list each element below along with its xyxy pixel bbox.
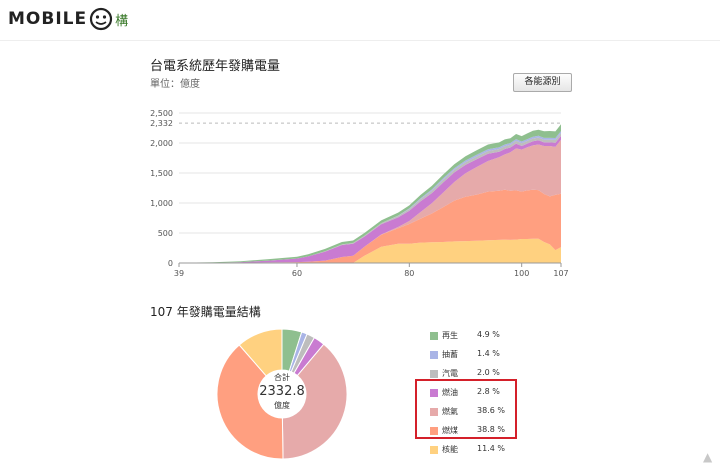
legend-value: 4.9 % xyxy=(477,330,500,339)
site-header: MOBILE 構 xyxy=(0,0,720,41)
chart-unit: 單位：億度 xyxy=(150,79,200,90)
y-tick-label: 2,000 xyxy=(150,139,173,148)
pie-center-unit: 億度 xyxy=(274,401,290,410)
logo-text: MOBILE xyxy=(8,9,88,29)
legend-swatch xyxy=(430,408,438,416)
area-series-燃氣[interactable] xyxy=(179,139,561,263)
area-series-燃煤[interactable] xyxy=(179,189,561,263)
pie-slice-再生[interactable] xyxy=(281,328,303,372)
pie-section-title: 107 年發購電量結構 xyxy=(150,305,261,319)
legend-item[interactable]: 燃煤 38.8 % xyxy=(430,423,530,442)
pie-slice-汽電[interactable] xyxy=(290,333,316,374)
y-tick-label: 2,332 xyxy=(150,119,173,128)
area-series-再生[interactable] xyxy=(179,124,561,263)
legend-label: 核能 xyxy=(442,445,458,454)
legend-label: 燃油 xyxy=(442,388,458,397)
legend-swatch xyxy=(430,446,438,454)
y-tick-label: 1,500 xyxy=(150,169,173,178)
area-series-核能[interactable] xyxy=(179,238,561,263)
legend-swatch xyxy=(430,332,438,340)
legend-label: 抽蓄 xyxy=(442,350,458,359)
pie-slice-核能[interactable] xyxy=(238,328,283,377)
legend-item[interactable]: 核能 11.4 % xyxy=(430,442,530,461)
legend-label: 燃氣 xyxy=(442,407,458,416)
pie-center-total: 2332.8 xyxy=(259,384,305,399)
pie-center-label: 合計 2332.8 億度 xyxy=(257,372,307,411)
legend-item[interactable]: 再生 4.9 % xyxy=(430,328,530,347)
pie-legend: 再生 4.9 % 抽蓄 1.4 % 汽電 2.0 % 燃油 2.8 % 燃氣 38.6 % 燃煤 38… xyxy=(430,328,530,461)
legend-value: 38.6 % xyxy=(477,406,505,415)
legend-value: 1.4 % xyxy=(477,349,500,358)
pie-center-caption: 合計 xyxy=(274,373,290,382)
pie-slice-抽蓄[interactable] xyxy=(288,331,308,373)
legend-label: 再生 xyxy=(442,331,458,340)
x-tick-label: 80 xyxy=(404,269,414,278)
y-tick-label: 0 xyxy=(168,259,173,268)
legend-value: 38.8 % xyxy=(477,425,505,434)
y-tick-label: 500 xyxy=(158,229,173,238)
x-tick-label: 39 xyxy=(174,269,184,278)
legend-item[interactable]: 汽電 2.0 % xyxy=(430,366,530,385)
legend-label: 燃煤 xyxy=(442,426,458,435)
legend-label: 汽電 xyxy=(442,369,458,378)
highlight-box xyxy=(415,379,517,439)
energy-source-button[interactable]: 各能源別 xyxy=(513,73,572,92)
legend-value: 2.0 % xyxy=(477,368,500,377)
legend-value: 11.4 % xyxy=(477,444,505,453)
x-tick-label: 60 xyxy=(292,269,302,278)
legend-swatch xyxy=(430,370,438,378)
legend-item[interactable]: 燃油 2.8 % xyxy=(430,385,530,404)
logo-emblem-icon xyxy=(90,7,113,31)
logo-subtitle: 構 xyxy=(115,13,129,29)
y-tick-label: 2,500 xyxy=(150,109,173,118)
x-tick-label: 100 xyxy=(514,269,529,278)
pie-slice-燃油[interactable] xyxy=(293,336,325,377)
legend-value: 2.8 % xyxy=(477,387,500,396)
legend-item[interactable]: 燃氣 38.6 % xyxy=(430,404,530,423)
legend-swatch xyxy=(430,389,438,397)
area-series-燃油[interactable] xyxy=(179,135,561,263)
legend-swatch xyxy=(430,427,438,435)
legend-swatch xyxy=(430,351,438,359)
x-tick-label: 107 xyxy=(553,269,568,278)
site-logo[interactable]: MOBILE 構 xyxy=(8,6,128,32)
legend-item[interactable]: 抽蓄 1.4 % xyxy=(430,347,530,366)
scroll-up-icon[interactable]: ▲ xyxy=(703,450,713,464)
chart-title: 台電系統歷年發購電量 xyxy=(150,59,281,74)
y-tick-label: 1,000 xyxy=(150,199,173,208)
